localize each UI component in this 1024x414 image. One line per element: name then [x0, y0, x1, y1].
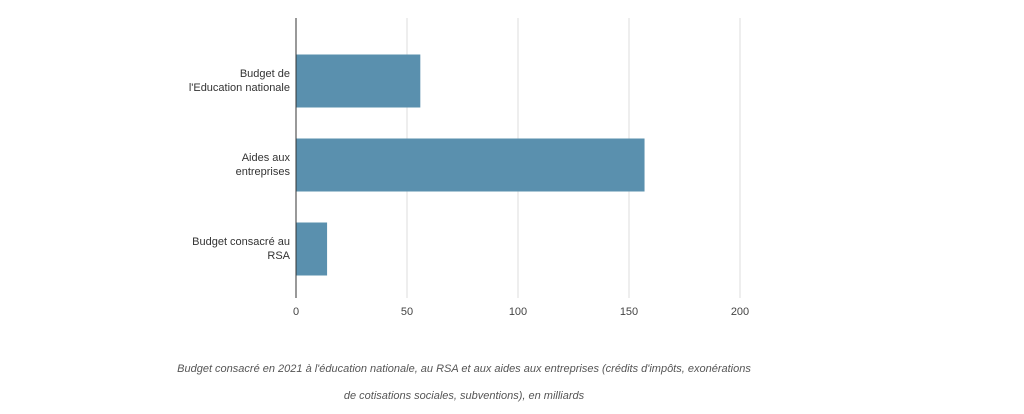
x-tick-label: 200: [731, 306, 749, 318]
x-tick-label: 150: [620, 306, 638, 318]
x-tick-label: 0: [293, 306, 299, 318]
y-tick-label: Budget consacré au RSA: [192, 236, 290, 262]
caption: Budget consacré en 2021 à l'éducation na…: [177, 363, 751, 402]
x-tick-label: 100: [509, 306, 527, 318]
y-tick-label: Budget de l'Education nationale: [188, 68, 290, 94]
bar: [296, 138, 645, 192]
y-tick-label: Aides aux entreprises: [235, 152, 290, 178]
bar: [296, 54, 421, 108]
bar: [296, 222, 328, 276]
x-tick-label: 50: [401, 306, 413, 318]
